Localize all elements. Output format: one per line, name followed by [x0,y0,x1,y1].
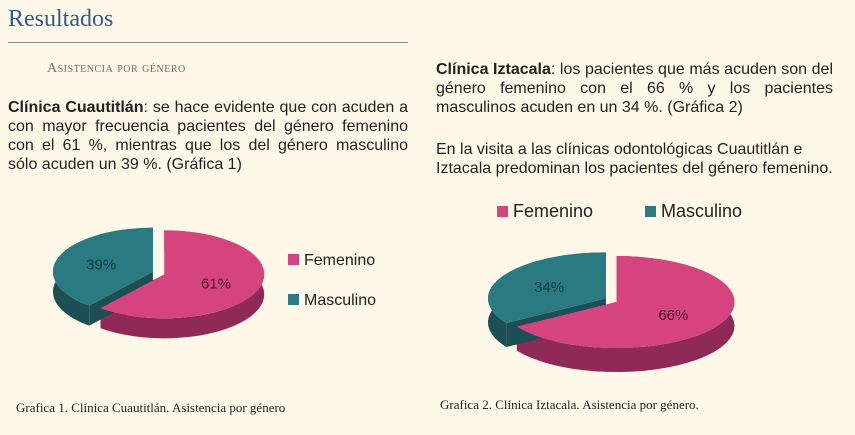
data-label-femenino: 66% [658,307,688,324]
data-label-femenino: 61% [201,276,231,293]
paragraph-cuautitlan-text: : se hace evidente que con acuden a con … [8,99,409,173]
legend-swatch-femenino [497,206,508,217]
pie-chart-2: 66% 34% Femenino Masculino [487,201,742,373]
legend-label-masculino: Masculino [304,292,376,309]
data-label-masculino: 34% [534,279,564,296]
caption-chart-2: Grafica 2. Clínica Iztacala. Asistencia … [440,397,699,412]
legend-label-masculino: Masculino [661,201,742,221]
pie-slice-femenino [516,256,735,349]
title-divider [8,42,408,43]
paragraph-conclusion: En la visita a las clínicas odontológica… [436,141,833,177]
caption-chart-1: Grafica 1. Clínica Cuautitlán. Asistenci… [16,400,286,415]
pie-chart-1: 61% 39% Femenino Masculino [52,227,376,339]
paragraph-iztacala: Clínica Iztacala: los pacientes que más … [436,60,833,117]
pie-slice-femenino [100,230,265,319]
paragraph-iztacala-text: : los pacientes que más acuden son del g… [436,61,833,116]
data-label-masculino: 39% [86,257,116,274]
legend-swatch-femenino [288,254,299,265]
paragraph-cuautitlan: Clínica Cuautitlán: se hace evidente que… [8,98,408,174]
legend-label-femenino: Femenino [304,252,375,269]
section-subheading: Asistencia por género [47,61,186,76]
pie-slice-masculino [52,227,153,306]
section-title: Resultados [8,6,114,32]
clinic-name-iztacala: Clínica Iztacala [436,61,551,78]
legend-label-femenino: Femenino [513,201,593,221]
legend-swatch-masculino [645,206,656,217]
pie-slice-masculino [487,252,606,324]
legend-swatch-masculino [288,294,299,305]
clinic-name-cuautitlan: Clínica Cuautitlán [8,99,144,116]
